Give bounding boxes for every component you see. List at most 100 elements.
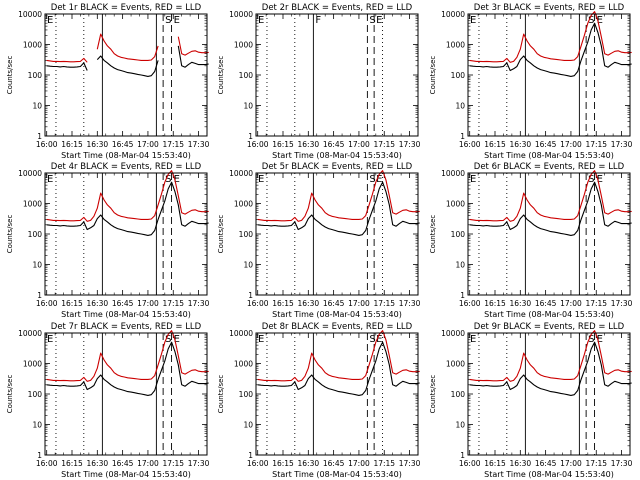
lld-series-line <box>469 11 632 63</box>
x-tick-label: 16:00 <box>459 299 481 308</box>
marker-label: E <box>174 334 180 345</box>
x-tick-label: 17:00 <box>348 140 370 149</box>
y-tick-label: 1 <box>248 132 253 141</box>
corner-label: E <box>258 15 264 26</box>
y-tick-label: 1 <box>37 291 42 300</box>
y-tick-label: 100 <box>451 71 466 80</box>
y-tick-label: 1 <box>37 451 42 460</box>
x-tick-label: 17:00 <box>560 299 582 308</box>
plot-frame <box>255 172 419 296</box>
x-tick-label: 17:15 <box>373 459 395 468</box>
lld-series-line <box>46 330 209 382</box>
y-tick-label: 100 <box>239 390 254 399</box>
lld-series-line <box>257 330 420 382</box>
plot-frame <box>467 13 631 137</box>
marker-label: E <box>597 334 603 345</box>
events-series-line <box>257 181 420 236</box>
x-tick-label: 16:45 <box>112 140 134 149</box>
marker-label: E <box>174 174 180 185</box>
x-tick-label: 17:30 <box>399 140 421 149</box>
x-axis-label: Start Time (08-Mar-04 15:53:40) <box>272 310 402 319</box>
plot-frame <box>44 172 208 296</box>
chart-panel: Det 5r BLACK = Events, RED = LLD Counts/s… <box>217 162 421 319</box>
marker-label: E <box>376 174 382 185</box>
lld-series-line <box>469 170 632 222</box>
y-tick-label: 1 <box>248 291 253 300</box>
x-tick-label: 16:30 <box>298 140 320 149</box>
x-tick-label: 17:15 <box>585 299 607 308</box>
y-tick-label: 1000 <box>446 200 465 209</box>
x-tick-label: 17:30 <box>188 140 210 149</box>
y-tick-label: 10 <box>243 261 253 270</box>
y-tick-label: 10 <box>455 261 465 270</box>
x-axis-label: Start Time (08-Mar-04 15:53:40) <box>272 151 402 160</box>
x-tick-label: 17:00 <box>348 299 370 308</box>
chart-title: Det 6r BLACK = Events, RED = LLD <box>474 162 625 172</box>
x-tick-label: 16:30 <box>87 140 109 149</box>
y-tick-label: 1 <box>460 132 465 141</box>
corner-label: E <box>258 334 264 345</box>
lld-series-line <box>257 170 420 222</box>
chart-panel: Det 3r BLACK = Events, RED = LLD Counts/s… <box>429 3 633 160</box>
x-tick-label: 16:15 <box>272 459 294 468</box>
x-tick-label: 16:45 <box>535 140 557 149</box>
x-axis-label: Start Time (08-Mar-04 15:53:40) <box>272 470 402 479</box>
x-tick-label: 16:15 <box>272 140 294 149</box>
chart-panel: Det 9r BLACK = Events, RED = LLD Counts/s… <box>429 322 633 479</box>
chart-panel: Det 8r BLACK = Events, RED = LLD Counts/s… <box>217 322 421 479</box>
events-series-line <box>46 341 209 396</box>
x-tick-label: 16:00 <box>247 140 269 149</box>
chart-title: Det 5r BLACK = Events, RED = LLD <box>262 162 413 172</box>
x-tick-label: 16:45 <box>535 299 557 308</box>
marker-label: E <box>376 334 382 345</box>
y-tick-label: 100 <box>28 390 43 399</box>
plot-frame <box>255 13 419 137</box>
marker-label: S <box>588 15 594 26</box>
y-axis-label: Counts/sec <box>217 215 225 254</box>
plot-frame <box>44 332 208 456</box>
x-axis-label: Start Time (08-Mar-04 15:53:40) <box>61 151 191 160</box>
x-tick-label: 16:15 <box>61 140 83 149</box>
x-tick-label: 16:45 <box>323 299 345 308</box>
x-tick-label: 17:15 <box>162 459 184 468</box>
corner-label: E <box>47 174 53 185</box>
x-tick-label: 16:00 <box>247 299 269 308</box>
y-tick-label: 10000 <box>229 169 253 178</box>
y-tick-label: 100 <box>451 390 466 399</box>
x-tick-label: 17:30 <box>188 459 210 468</box>
y-tick-label: 10 <box>32 421 42 430</box>
y-tick-label: 1000 <box>446 360 465 369</box>
marker-label: E <box>174 15 180 26</box>
y-tick-label: 1 <box>460 291 465 300</box>
x-tick-label: 17:15 <box>162 140 184 149</box>
plot-frame <box>467 172 631 296</box>
x-tick-label: 16:15 <box>484 459 506 468</box>
chart-title: Det 1r BLACK = Events, RED = LLD <box>51 3 202 13</box>
chart-title: Det 3r BLACK = Events, RED = LLD <box>474 3 625 13</box>
marker-label: S <box>369 174 375 185</box>
x-tick-label: 17:00 <box>137 299 159 308</box>
x-axis-label: Start Time (08-Mar-04 15:53:40) <box>484 310 614 319</box>
y-tick-label: 100 <box>28 71 43 80</box>
corner-label: E <box>470 15 476 26</box>
y-tick-label: 1 <box>37 132 42 141</box>
y-tick-label: 1000 <box>234 360 253 369</box>
marker-label: E <box>597 174 603 185</box>
y-tick-label: 10 <box>32 102 42 111</box>
y-tick-label: 10000 <box>441 10 465 19</box>
y-tick-label: 100 <box>451 230 466 239</box>
chart-panel: Det 6r BLACK = Events, RED = LLD Counts/s… <box>429 162 633 319</box>
events-series-line <box>257 341 420 396</box>
x-tick-label: 17:30 <box>399 459 421 468</box>
chart-title: Det 9r BLACK = Events, RED = LLD <box>474 322 625 332</box>
x-tick-label: 16:00 <box>36 459 58 468</box>
y-tick-label: 10 <box>32 261 42 270</box>
x-axis-label: Start Time (08-Mar-04 15:53:40) <box>61 470 191 479</box>
x-tick-label: 17:30 <box>188 299 210 308</box>
x-tick-label: 16:45 <box>112 459 134 468</box>
chart-title: Det 2r BLACK = Events, RED = LLD <box>262 3 413 13</box>
y-axis-label: Counts/sec <box>6 215 14 254</box>
corner-label: E <box>258 174 264 185</box>
y-tick-label: 10000 <box>441 169 465 178</box>
